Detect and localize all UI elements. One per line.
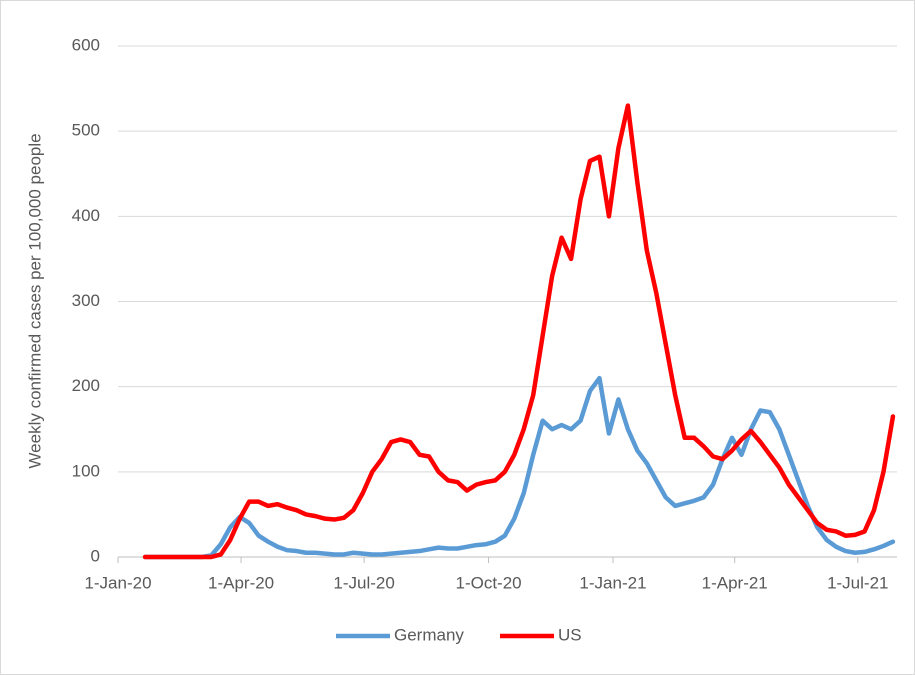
y-tick-label: 300 bbox=[72, 291, 100, 310]
y-tick-label: 600 bbox=[72, 35, 100, 54]
x-tick-label: 1-Oct-20 bbox=[455, 573, 521, 592]
y-tick-label: 200 bbox=[72, 376, 100, 395]
legend-label: US bbox=[558, 625, 582, 644]
series-line bbox=[142, 103, 896, 560]
y-tick-label: 100 bbox=[72, 461, 100, 480]
x-tick-label: 1-Apr-20 bbox=[208, 573, 274, 592]
x-tick-label: 1-Apr-21 bbox=[702, 573, 768, 592]
x-tick-label: 1-Jul-21 bbox=[827, 573, 888, 592]
series-line bbox=[142, 375, 896, 560]
y-axis-title: Weekly confirmed cases per 100,000 peopl… bbox=[25, 133, 44, 468]
legend-label: Germany bbox=[394, 625, 464, 644]
y-tick-label: 400 bbox=[72, 206, 100, 225]
x-tick-label: 1-Jul-20 bbox=[333, 573, 394, 592]
x-tick-label: 1-Jan-20 bbox=[84, 573, 151, 592]
y-tick-label: 500 bbox=[72, 121, 100, 140]
x-tick-label: 1-Jan-21 bbox=[579, 573, 646, 592]
y-tick-label: 0 bbox=[91, 546, 100, 565]
